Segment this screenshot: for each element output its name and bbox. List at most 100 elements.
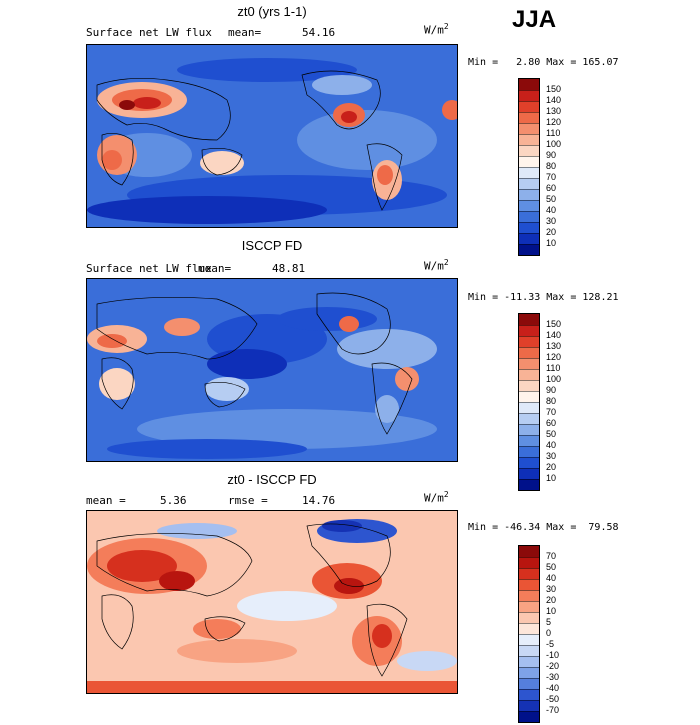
colorbar-tick-label: 20 [546, 595, 557, 605]
colorbar-swatch [519, 590, 539, 601]
colorbar-tick-label: 5 [546, 617, 552, 627]
map-model-field [87, 45, 457, 227]
colorbar-swatch [519, 579, 539, 590]
colorbar-swatch [519, 601, 539, 612]
colorbar-tick-label: 80 [546, 396, 557, 406]
colorbar-tick-label: 130 [546, 106, 562, 116]
colorbar-swatch [519, 347, 539, 358]
colorbar-swatch [519, 222, 539, 233]
colorbar-swatch [519, 167, 539, 178]
colorbar-tick-label: 30 [546, 451, 557, 461]
colorbar-tick-label: 120 [546, 352, 562, 362]
colorbar-tick-label: 140 [546, 330, 562, 340]
colorbar-swatch [519, 178, 539, 189]
colorbar-tick-label: 140 [546, 95, 562, 105]
colorbar-tick-label: 130 [546, 341, 562, 351]
panel-stat-label-model: mean= [228, 26, 262, 39]
colorbar-tick-label: 60 [546, 183, 557, 193]
colorbar-tick-label: 110 [546, 363, 561, 373]
colorbar-tick-label: 20 [546, 227, 557, 237]
panel-title-model: zt0 (yrs 1-1) [237, 4, 307, 19]
colorbar-tick-label: -30 [546, 672, 560, 682]
colorbar-obs [518, 313, 540, 491]
colorbar-swatch [519, 678, 539, 689]
panel-units-model: W/m2 [424, 22, 449, 37]
colorbar-swatch [519, 656, 539, 667]
colorbar-tick-label: -70 [546, 705, 560, 715]
colorbar-tick-label: 10 [546, 606, 557, 616]
map-obs-field [87, 279, 457, 461]
colorbar-swatch [519, 200, 539, 211]
colorbar-swatch [519, 612, 539, 623]
panel-units-diff: W/m2 [424, 490, 449, 505]
colorbar-swatch [519, 557, 539, 568]
colorbar-tick-label: -40 [546, 683, 560, 693]
colorbar-swatch [519, 156, 539, 167]
panel-title-obs: ISCCP FD [241, 238, 303, 253]
colorbar-swatch [519, 391, 539, 402]
colorbar-labels-obs: 150 140 130 120 110 100 90 80 70 60 50 4… [546, 313, 586, 493]
colorbar-tick-label: 20 [546, 462, 557, 472]
season-label: JJA [512, 6, 557, 33]
colorbar-swatch [519, 380, 539, 391]
colorbar-tick-label: 90 [546, 150, 557, 160]
colorbar-tick-label: 40 [546, 440, 557, 450]
colorbar-tick-label: 90 [546, 385, 557, 395]
colorbar-tick-label: 70 [546, 551, 557, 561]
panel-minmax-model: Min = 2.80 Max = 165.07 [468, 57, 619, 68]
colorbar-labels-model: 150 140 130 120 110 100 90 80 70 60 50 4… [546, 78, 586, 258]
colorbar-tick-label: -5 [546, 639, 555, 649]
colorbar-swatch [519, 358, 539, 369]
colorbar-swatch [519, 711, 539, 722]
colorbar-swatch [519, 546, 539, 557]
colorbar-tick-label: 150 [546, 84, 562, 94]
colorbar-swatch [519, 568, 539, 579]
colorbar-tick-label: 10 [546, 238, 557, 248]
panel-mean-label-diff: mean = [86, 494, 126, 507]
colorbar-diff [518, 545, 540, 723]
panel-rmse-label-diff: rmse = [228, 494, 268, 507]
colorbar-tick-label: 50 [546, 562, 557, 572]
colorbar-swatch [519, 457, 539, 468]
colorbar-swatch [519, 90, 539, 101]
panel-stat-label-obs: mean= [198, 262, 232, 275]
colorbar-tick-label: -50 [546, 694, 560, 704]
colorbar-swatch [519, 700, 539, 711]
panel-stat-value-model: 54.16 [302, 26, 336, 39]
colorbar-swatch [519, 79, 539, 90]
colorbar-tick-label: 30 [546, 216, 557, 226]
colorbar-tick-label: 0 [546, 628, 552, 638]
colorbar-tick-label: 50 [546, 194, 557, 204]
colorbar-swatch [519, 369, 539, 380]
colorbar-swatch [519, 325, 539, 336]
colorbar-swatch [519, 435, 539, 446]
colorbar-tick-label: 50 [546, 429, 557, 439]
colorbar-swatch [519, 134, 539, 145]
panel-mean-value-diff: 5.36 [160, 494, 187, 507]
colorbar-tick-label: 70 [546, 407, 557, 417]
colorbar-swatch [519, 634, 539, 645]
panel-rmse-value-diff: 14.76 [302, 494, 336, 507]
colorbar-swatch [519, 667, 539, 678]
colorbar-swatch [519, 101, 539, 112]
colorbar-tick-label: 150 [546, 319, 562, 329]
map-obs [86, 278, 458, 462]
colorbar-swatch [519, 233, 539, 244]
map-diff-field [87, 511, 457, 693]
panel-title-diff: zt0 - ISCCP FD [227, 472, 317, 487]
map-model [86, 44, 458, 228]
panel-minmax-diff: Min = -46.34 Max = 79.58 [468, 522, 619, 533]
panel-field-label-model: Surface net LW flux [86, 26, 212, 39]
colorbar-swatch [519, 623, 539, 634]
colorbar-tick-label: 10 [546, 473, 557, 483]
colorbar-swatch [519, 211, 539, 222]
colorbar-swatch [519, 402, 539, 413]
colorbar-swatch [519, 314, 539, 325]
colorbar-tick-label: 100 [546, 139, 562, 149]
panel-minmax-obs: Min = -11.33 Max = 128.21 [468, 292, 619, 303]
colorbar-swatch [519, 424, 539, 435]
colorbar-model [518, 78, 540, 256]
colorbar-swatch [519, 645, 539, 656]
colorbar-tick-label: 100 [546, 374, 562, 384]
colorbar-tick-label: 30 [546, 584, 557, 594]
